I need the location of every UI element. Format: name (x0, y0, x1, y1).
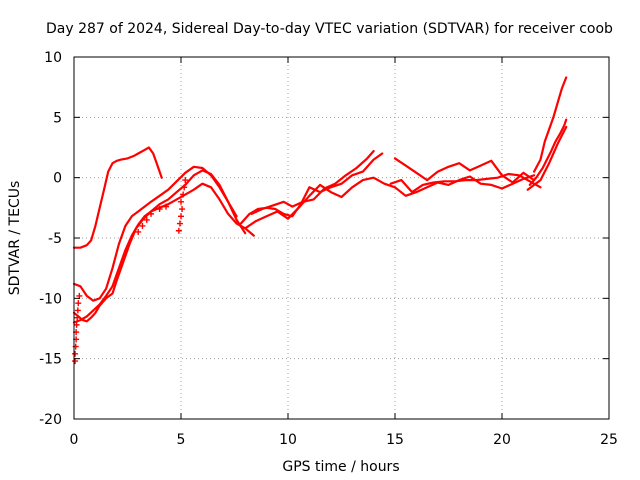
series-track-2 (72, 165, 238, 302)
scatter-point-burst-near-five (180, 191, 187, 198)
series-track-7 (250, 150, 375, 215)
series-track-10 (393, 174, 536, 197)
scatter-point-burst-near-zero (74, 307, 81, 314)
series-track-6 (244, 176, 397, 230)
y-tick-label: -20 (39, 412, 62, 428)
x-tick-label: 5 (177, 432, 186, 448)
y-tick-label: -10 (39, 291, 62, 307)
x-tick-label: 15 (386, 432, 404, 448)
scatter-point-burst-near-five (178, 213, 184, 220)
scatter-point-burst-near-five (182, 177, 189, 184)
scatter-point-burst-near-five (181, 184, 188, 191)
y-tick-label: -15 (39, 352, 62, 368)
axis-ticks (73, 56, 610, 420)
series-track-12 (528, 118, 568, 186)
scatter-point-burst-near-five (179, 206, 186, 213)
y-tick-label: 5 (53, 110, 62, 126)
scatter-point-burst-mid (143, 216, 150, 223)
y-tick-labels: -20 -15 -10 -5 0 5 10 (39, 50, 62, 428)
series-track-13 (526, 125, 568, 191)
y-tick-label: -5 (48, 231, 62, 247)
scatter-point-burst-near-zero (75, 300, 82, 307)
series-track-9 (389, 172, 542, 194)
x-axis-label: GPS time / hours (282, 459, 399, 475)
y-axis-label: SDTVAR / TECUs (7, 181, 23, 296)
scatter-marks-layer (72, 177, 189, 365)
scatter-point-burst-near-zero (72, 350, 79, 357)
scatter-point-burst-near-five (176, 220, 183, 227)
series-track-1 (72, 146, 163, 249)
scatter-point-burst-near-five (178, 198, 184, 205)
scatter-point-burst-near-five (175, 227, 182, 234)
grid (74, 57, 609, 419)
x-tick-label: 0 (70, 432, 79, 448)
series-track-8 (393, 157, 536, 184)
x-tick-label: 20 (493, 432, 511, 448)
scatter-point-burst-mid (156, 206, 163, 213)
scatter-point-burst-mid (148, 210, 155, 217)
scatter-point-burst-mid (135, 228, 142, 235)
scatter-point-burst-near-zero (73, 321, 80, 328)
x-tick-label: 25 (600, 432, 618, 448)
series-layer (72, 76, 568, 324)
y-tick-label: 0 (53, 171, 62, 187)
y-tick-label: 10 (44, 50, 62, 66)
x-tick-label: 10 (279, 432, 297, 448)
series-track-11 (532, 76, 568, 173)
chart-title: Day 287 of 2024, Sidereal Day-to-day VTE… (46, 21, 613, 37)
scatter-point-burst-mid (163, 203, 170, 210)
scatter-point-burst-near-zero (74, 314, 81, 321)
x-tick-labels: 0 5 10 15 20 25 (70, 432, 618, 448)
scatter-point-burst-mid (139, 222, 146, 229)
